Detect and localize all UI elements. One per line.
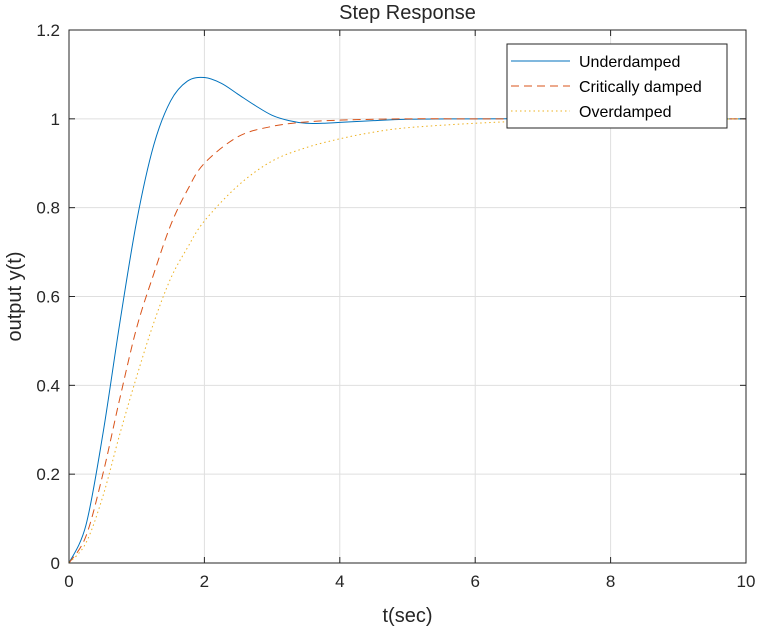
- y-tick-label: 0: [51, 554, 60, 573]
- x-tick-label: 0: [64, 572, 73, 591]
- axis-ticks: 0 2 4 6 8 10 0 0.2 0.4 0.6 0.8 1 1.2: [36, 21, 755, 591]
- x-tick-label: 10: [737, 572, 756, 591]
- series-line-underdamped: [68, 76, 746, 564]
- x-tick-label: 6: [470, 572, 479, 591]
- x-axis-label: t(sec): [383, 605, 433, 627]
- y-tick-label: 0.6: [36, 288, 60, 307]
- y-tick-label: 1: [51, 110, 60, 129]
- x-tick-label: 8: [606, 572, 615, 591]
- x-tick-label: 4: [335, 572, 344, 591]
- y-tick-label: 0.4: [36, 376, 60, 395]
- legend-label-critically-damped: Critically damped: [579, 79, 702, 96]
- y-tick-label: 1.2: [36, 21, 60, 40]
- series-lines: [68, 76, 747, 564]
- legend-label-overdamped: Overdamped: [579, 104, 672, 121]
- y-tick-label: 0.8: [36, 199, 60, 218]
- series-line-critically-damped: [68, 118, 746, 564]
- legend: Underdamped Critically damped Overdamped: [506, 43, 728, 129]
- y-axis-label: output y(t): [4, 251, 26, 341]
- chart-title: Step Response: [339, 2, 476, 24]
- legend-entries: Underdamped Critically damped Overdamped: [511, 54, 702, 121]
- x-tick-label: 2: [200, 572, 209, 591]
- y-tick-label: 0.2: [36, 465, 60, 484]
- legend-label-underdamped: Underdamped: [579, 54, 680, 71]
